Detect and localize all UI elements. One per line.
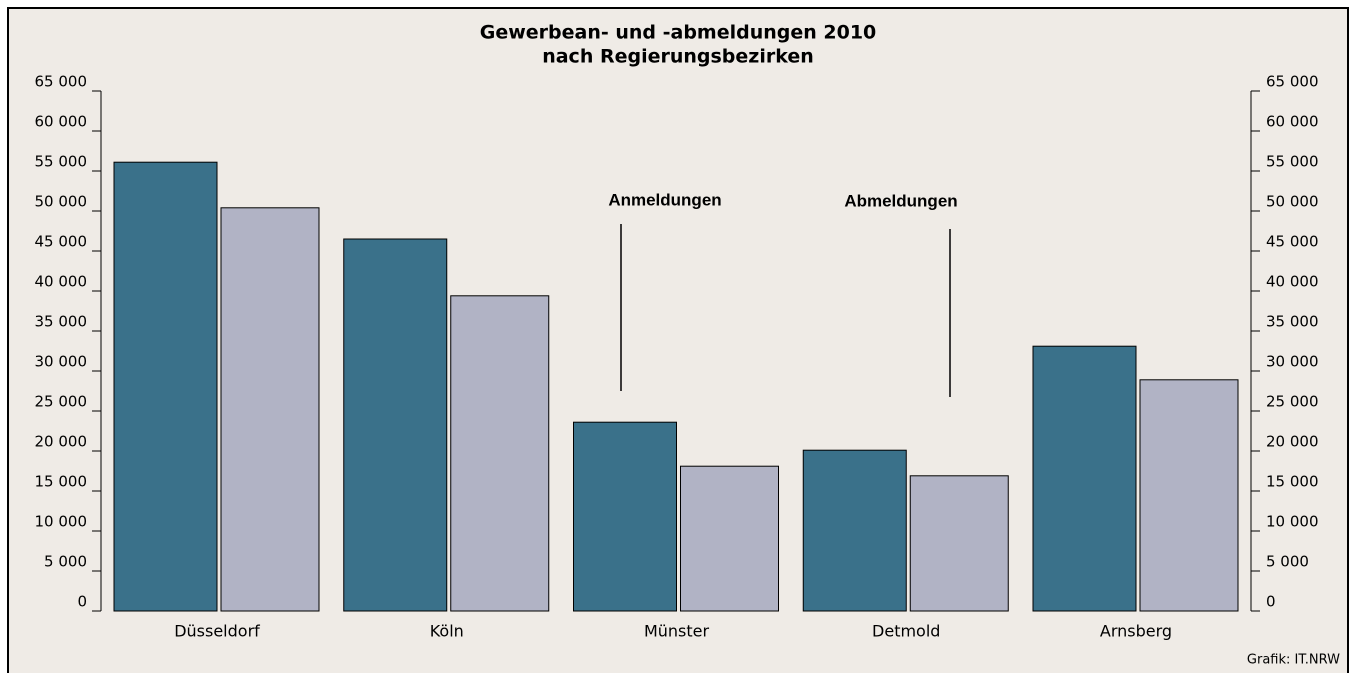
y-tick-label: 65 000 [35, 73, 88, 91]
bar [1033, 346, 1136, 611]
chart-subtitle: nach Regierungsbezirken [542, 46, 814, 68]
x-tick-label: Münster [644, 622, 710, 641]
y-tick-label: 40 000 [35, 273, 88, 291]
y-tick-label: 5 000 [44, 553, 87, 571]
chart: Gewerbean- und -abmeldungen 2010 nach Re… [0, 0, 1356, 673]
bar [1140, 380, 1238, 611]
y-tick-label: 25 000 [35, 393, 88, 411]
y-tick-label: 20 000 [35, 433, 88, 451]
annotation: Anmeldungen [608, 190, 721, 209]
y2-tick-label: 60 000 [1266, 113, 1319, 131]
y-tick-label: 50 000 [35, 193, 88, 211]
y2-tick-label: 40 000 [1266, 273, 1319, 291]
y-tick-label: 45 000 [35, 233, 88, 251]
y2-tick-label: 35 000 [1266, 313, 1319, 331]
y2-tick-label: 65 000 [1266, 73, 1319, 91]
y-tick-label: 60 000 [35, 113, 88, 131]
bar [681, 466, 779, 611]
x-tick-label: Arnsberg [1100, 622, 1172, 641]
x-tick-label: Düsseldorf [174, 622, 260, 641]
y-tick-label: 35 000 [35, 313, 88, 331]
y2-tick-label: 5 000 [1266, 553, 1309, 571]
y2-tick-label: 50 000 [1266, 193, 1319, 211]
y2-tick-label: 25 000 [1266, 393, 1319, 411]
bar [221, 208, 319, 611]
y-tick-label: 15 000 [35, 473, 88, 491]
annotation: Abmeldungen [844, 191, 957, 210]
x-tick-label: Detmold [872, 622, 940, 641]
bar [803, 450, 906, 611]
y2-tick-label: 20 000 [1266, 433, 1319, 451]
bar [114, 162, 217, 611]
bar [574, 422, 677, 611]
y2-tick-label: 10 000 [1266, 513, 1319, 531]
y2-tick-label: 15 000 [1266, 473, 1319, 491]
y2-tick-label: 45 000 [1266, 233, 1319, 251]
bar [910, 476, 1008, 611]
y-tick-label: 10 000 [35, 513, 88, 531]
y2-tick-label: 30 000 [1266, 353, 1319, 371]
y2-tick-label: 55 000 [1266, 153, 1319, 171]
bar [451, 296, 549, 611]
x-tick-label: Köln [430, 622, 464, 641]
y-tick-label: 55 000 [35, 153, 88, 171]
y-tick-label: 0 [77, 593, 87, 611]
y-tick-label: 30 000 [35, 353, 88, 371]
y2-tick-label: 0 [1266, 593, 1276, 611]
bar [344, 239, 447, 611]
chart-title: Gewerbean- und -abmeldungen 2010 [480, 22, 877, 44]
source: Grafik: IT.NRW [1247, 653, 1340, 668]
